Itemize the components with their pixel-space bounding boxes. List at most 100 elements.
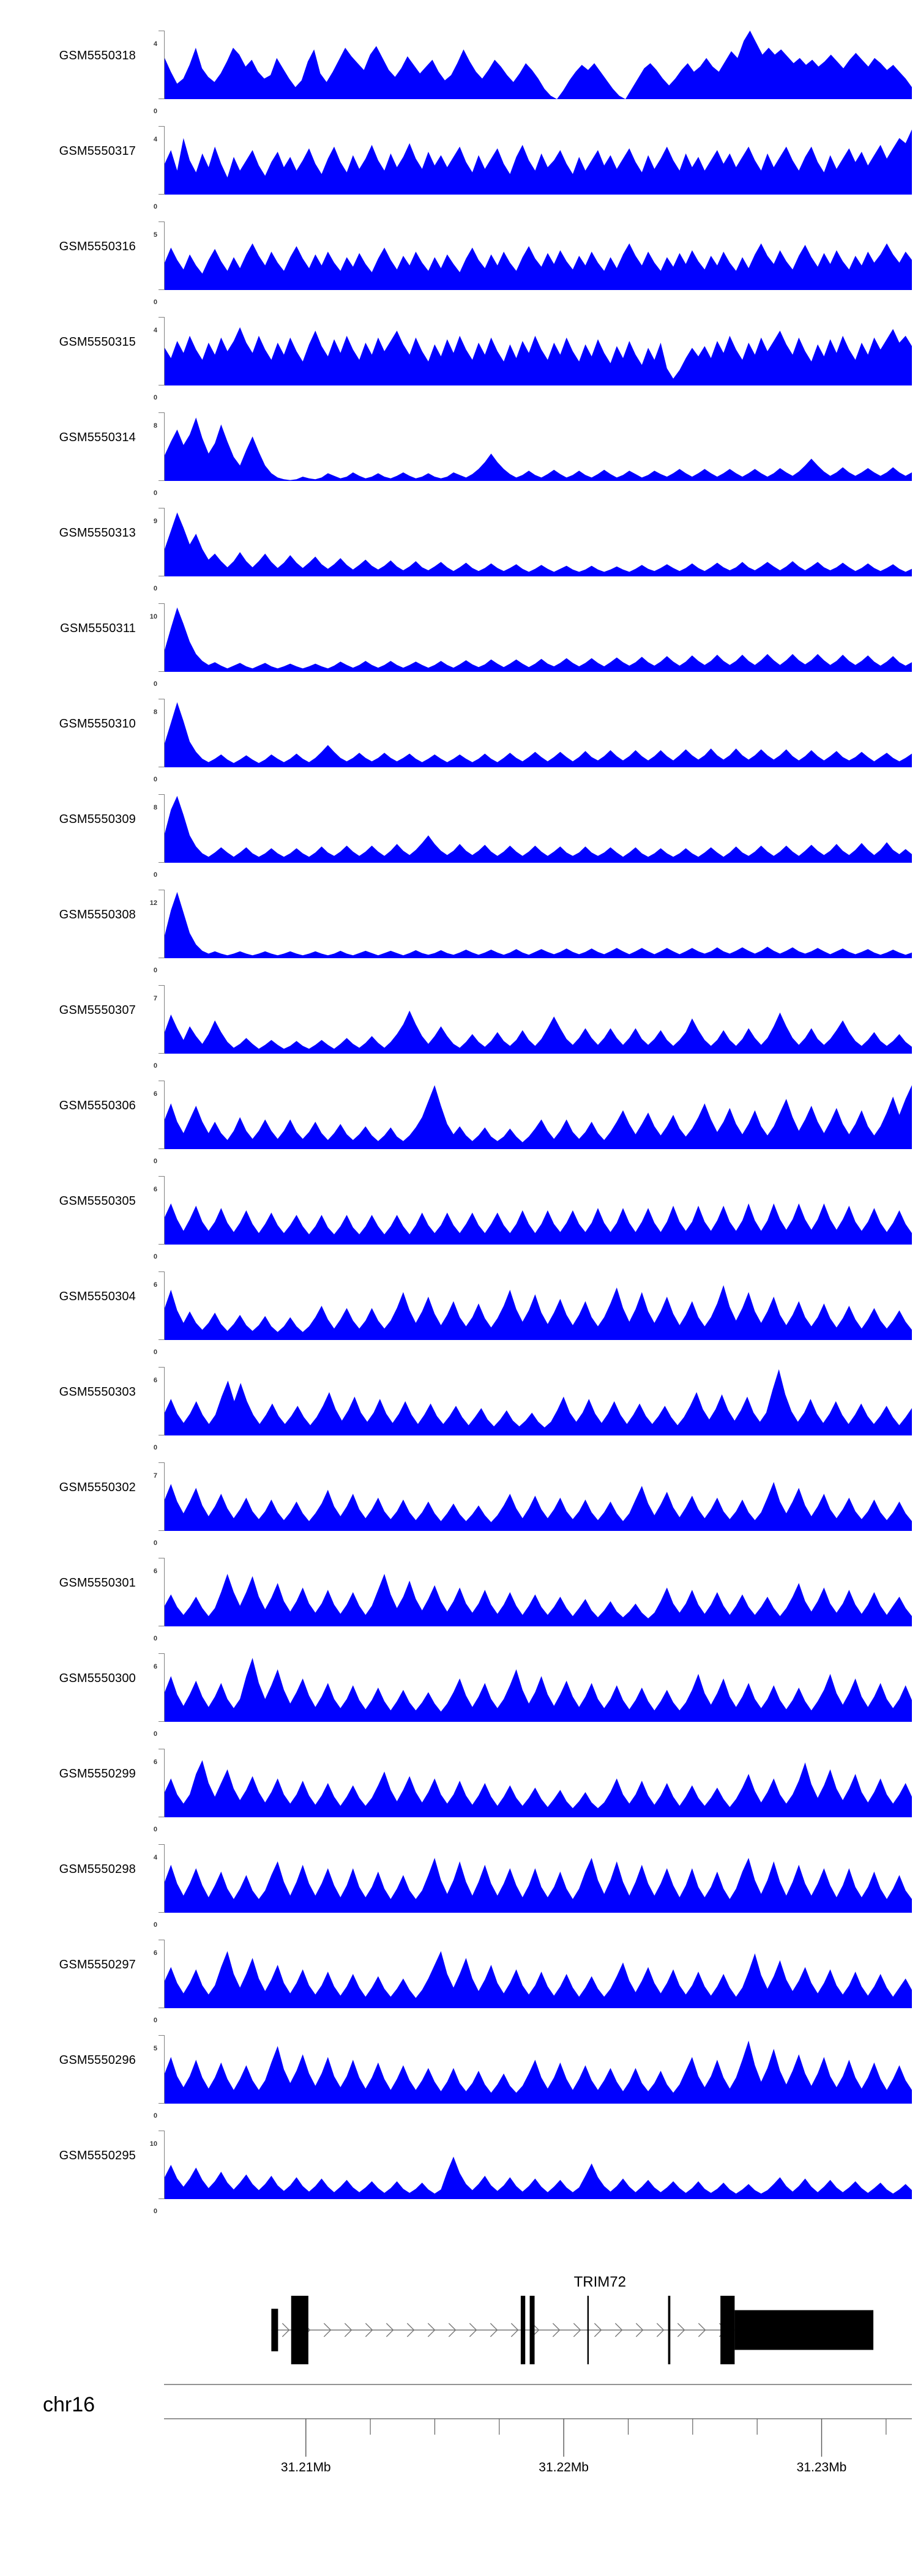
track-y-min-value: 0	[153, 1444, 157, 1451]
coverage-track[interactable]: GSM5550316 5 0	[0, 208, 918, 306]
track-y-min-value: 0	[153, 2208, 157, 2215]
track-sample-label: GSM5550302	[59, 1481, 136, 1494]
coverage-track[interactable]: GSM5550295 10 0	[0, 2117, 918, 2215]
strand-arrow-icon	[635, 2323, 644, 2337]
coverage-track[interactable]: GSM5550315 4 0	[0, 303, 918, 401]
coverage-track[interactable]: GSM5550300 6 0	[0, 1640, 918, 1738]
track-sample-label: GSM5550300	[59, 1672, 136, 1685]
coverage-area-chart	[165, 1085, 912, 1149]
coverage-track[interactable]: GSM5550304 6 0	[0, 1258, 918, 1356]
coverage-track[interactable]: GSM5550309 8 0	[0, 781, 918, 879]
coverage-area-chart	[165, 892, 912, 958]
exon-cds-box[interactable]	[291, 2296, 308, 2364]
track-y-min-value: 0	[153, 1158, 157, 1165]
track-y-max-value: 6	[153, 1949, 157, 1957]
exon-cds-box[interactable]	[668, 2296, 671, 2364]
track-sample-label: GSM5550318	[59, 49, 136, 62]
coverage-track[interactable]: GSM5550303 6 0	[0, 1353, 918, 1451]
genome-axis-svg[interactable]: 31.21Mb 31.22Mb 31.23Mb	[164, 2371, 918, 2478]
strand-arrow-icon	[386, 2323, 394, 2337]
coverage-area-chart	[165, 607, 912, 672]
track-y-axis-line	[159, 603, 165, 672]
coverage-track[interactable]: GSM5550298 4 0	[0, 1831, 918, 1929]
exon-utr-box[interactable]	[271, 2309, 278, 2351]
track-sample-label: GSM5550301	[59, 1576, 136, 1590]
coverage-track[interactable]: GSM5550313 9 0	[0, 494, 918, 592]
coverage-track[interactable]: GSM5550297 6 0	[0, 1926, 918, 2024]
coverage-track[interactable]: GSM5550317 4 0	[0, 113, 918, 210]
coverage-track[interactable]: GSM5550299 6 0	[0, 1735, 918, 1833]
track-y-tick-max	[159, 1176, 164, 1177]
track-y-tick-min	[159, 1148, 164, 1149]
coverage-track[interactable]: GSM5550296 5 0	[0, 2022, 918, 2120]
exon-cds-box[interactable]	[529, 2296, 535, 2364]
coverage-area-chart	[165, 1951, 912, 2008]
track-y-max-value: 6	[153, 1090, 157, 1098]
axis-tick-label: 31.21Mb	[281, 2460, 331, 2474]
coverage-track[interactable]: GSM5550301 6 0	[0, 1544, 918, 1642]
exon-utr-box[interactable]	[734, 2310, 874, 2350]
coverage-track[interactable]: GSM5550311 10 0	[0, 590, 918, 688]
gene-model-svg[interactable]	[164, 2239, 912, 2368]
coverage-area-chart	[165, 1285, 912, 1340]
exon-cds-box[interactable]	[720, 2296, 735, 2364]
track-plot-area[interactable]: 10 0	[150, 2131, 912, 2215]
track-sample-label: GSM5550297	[59, 1958, 136, 1971]
track-sample-label: GSM5550309	[59, 813, 136, 826]
coverage-track[interactable]: GSM5550307 7 0	[0, 972, 918, 1070]
track-plot-area[interactable]: 10 0	[150, 603, 912, 688]
track-plot-area[interactable]: 12 0	[150, 890, 912, 974]
track-y-max-value: 12	[149, 899, 157, 907]
coverage-track[interactable]: GSM5550318 4 0	[0, 17, 918, 115]
coverage-track[interactable]: GSM5550308 12 0	[0, 876, 918, 974]
gene-model-panel[interactable]: TRIM72	[0, 2239, 918, 2368]
coverage-area-chart	[165, 795, 912, 863]
coverage-area-chart	[165, 1658, 912, 1722]
chromosome-label: chr16	[43, 2393, 95, 2416]
track-y-tick-max	[159, 2035, 164, 2036]
exon-cds-box[interactable]	[587, 2296, 589, 2364]
strand-arrow-icon	[406, 2323, 415, 2337]
coverage-area-chart	[165, 702, 912, 767]
track-sample-label: GSM5550306	[59, 1099, 136, 1112]
track-y-min-value: 0	[153, 394, 157, 401]
coverage-track[interactable]: GSM5550310 8 0	[0, 685, 918, 783]
track-y-max-value: 8	[153, 422, 157, 430]
exon-cds-box[interactable]	[520, 2296, 526, 2364]
coverage-track[interactable]: GSM5550305 6 0	[0, 1163, 918, 1260]
track-y-tick-min	[159, 289, 164, 290]
track-y-tick-max	[159, 221, 164, 222]
track-y-tick-max	[159, 985, 164, 986]
track-y-tick-max	[159, 1367, 164, 1368]
coverage-track[interactable]: GSM5550314 8 0	[0, 399, 918, 497]
track-y-max-value: 4	[153, 136, 157, 143]
strand-arrow-icon	[656, 2323, 665, 2337]
track-y-axis-line	[159, 1940, 165, 2008]
track-y-tick-max	[159, 412, 164, 413]
coverage-track[interactable]: GSM5550306 6 0	[0, 1067, 918, 1165]
track-y-axis-line	[159, 1462, 165, 1531]
track-y-axis-line	[159, 221, 165, 290]
axis-tick-label: 31.22Mb	[539, 2460, 589, 2474]
coverage-track[interactable]: GSM5550302 7 0	[0, 1449, 918, 1547]
